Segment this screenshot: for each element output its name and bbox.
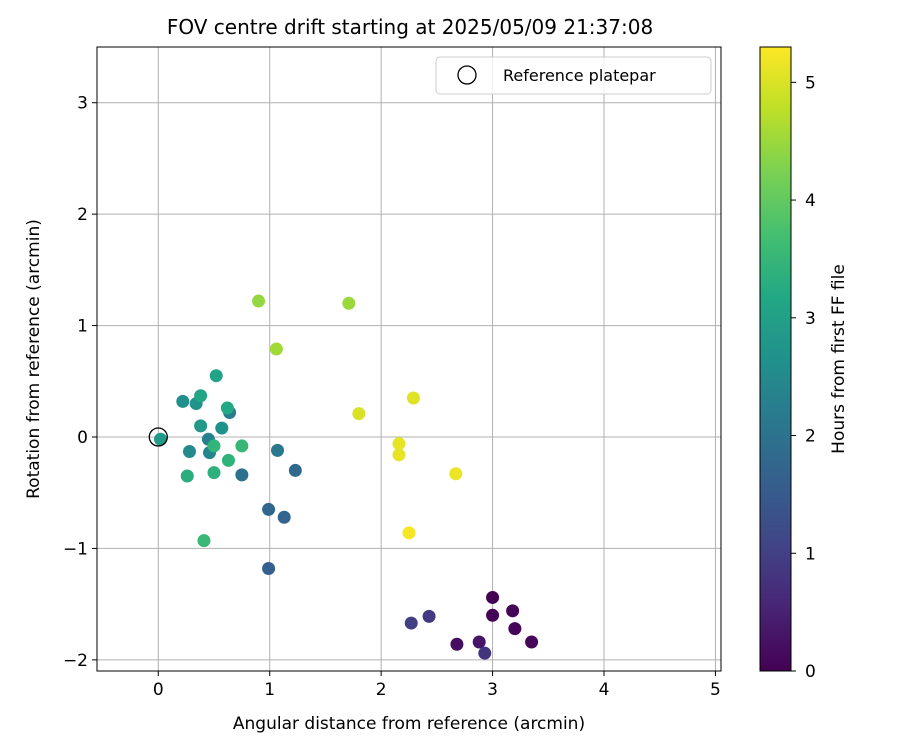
scatter-point: [406, 391, 420, 405]
scatter-point: [215, 421, 229, 435]
scatter-point: [342, 296, 356, 310]
scatter-point: [352, 407, 366, 421]
x-tick-label: 3: [487, 680, 498, 700]
grid-lines: [97, 47, 721, 671]
colorbar-label: Hours from first FF file: [829, 264, 849, 454]
y-tick-label: 2: [77, 205, 88, 225]
scatter-point: [194, 419, 208, 433]
y-tick-label: 0: [77, 428, 88, 448]
y-tick-label: −1: [63, 539, 88, 559]
colorbar-tick-label: 4: [805, 191, 816, 211]
y-tick-label: 1: [77, 317, 88, 337]
colorbar-tick-label: 1: [805, 544, 816, 564]
x-tick-label: 2: [376, 680, 387, 700]
scatter-point: [288, 463, 302, 477]
colorbar-tick-label: 5: [805, 73, 816, 93]
scatter-point: [277, 510, 291, 524]
scatter-point: [235, 468, 249, 482]
scatter-point: [508, 622, 522, 636]
scatter-point: [182, 444, 196, 458]
scatter-point: [478, 646, 492, 660]
scatter-point: [472, 635, 486, 649]
scatter-point: [486, 590, 500, 604]
scatter-point: [207, 439, 221, 453]
scatter-point: [486, 608, 500, 622]
scatter-point: [207, 466, 221, 480]
scatter-point: [262, 502, 276, 516]
scatter-point: [197, 534, 211, 548]
legend: Reference platepar: [435, 56, 712, 95]
reference-marker: [148, 427, 168, 447]
scatter-point: [404, 616, 418, 630]
colorbar-tick-label: 3: [805, 309, 816, 329]
colorbar-tick-label: 0: [805, 662, 816, 682]
scatter-point: [402, 526, 416, 540]
x-axis-ticks: 0 1 2 3 4 5: [153, 671, 721, 700]
scatter-point: [221, 453, 235, 467]
x-tick-label: 1: [264, 680, 275, 700]
legend-entry-label: Reference platepar: [503, 66, 656, 85]
scatter-point: [154, 432, 168, 446]
scatter-point: [269, 342, 283, 356]
scatter-point: [422, 609, 436, 623]
y-tick-label: −2: [63, 651, 88, 671]
scatter-point: [194, 389, 208, 403]
reference-platepar-marker: [148, 427, 168, 447]
scatter-point: [525, 635, 539, 649]
scatter-point: [449, 467, 463, 481]
scatter-point: [176, 394, 190, 408]
legend-box: [435, 56, 712, 95]
x-tick-label: 4: [599, 680, 610, 700]
x-tick-label: 0: [153, 680, 164, 700]
scatter-point: [180, 469, 194, 483]
plot-frame: [96, 46, 722, 672]
x-axis-label: Angular distance from reference (arcmin): [233, 714, 585, 734]
scatter-point: [392, 437, 406, 451]
colorbar-ticks: 0 1 2 3 4 5: [791, 73, 816, 682]
scatter-point: [235, 439, 249, 453]
legend-open-circle-icon: [457, 65, 477, 85]
chart-title: FOV centre drift starting at 2025/05/09 …: [167, 15, 653, 39]
y-tick-label: 3: [77, 94, 88, 114]
scatter-point: [450, 637, 464, 651]
scatter-point: [252, 294, 266, 308]
colorbar-tick-label: 2: [805, 427, 816, 447]
scatter-point: [506, 604, 520, 618]
y-axis-ticks: −2 −1 0 1 2 3: [63, 94, 97, 671]
scatter-point: [271, 443, 285, 457]
scatter-point: [392, 448, 406, 462]
scatter-point: [209, 369, 223, 383]
scatter-points: [154, 294, 539, 660]
y-axis-label: Rotation from reference (arcmin): [24, 219, 44, 499]
x-tick-label: 5: [710, 680, 721, 700]
colorbar: [759, 46, 792, 672]
scatter-point: [220, 401, 234, 415]
scatter-point: [262, 561, 276, 575]
